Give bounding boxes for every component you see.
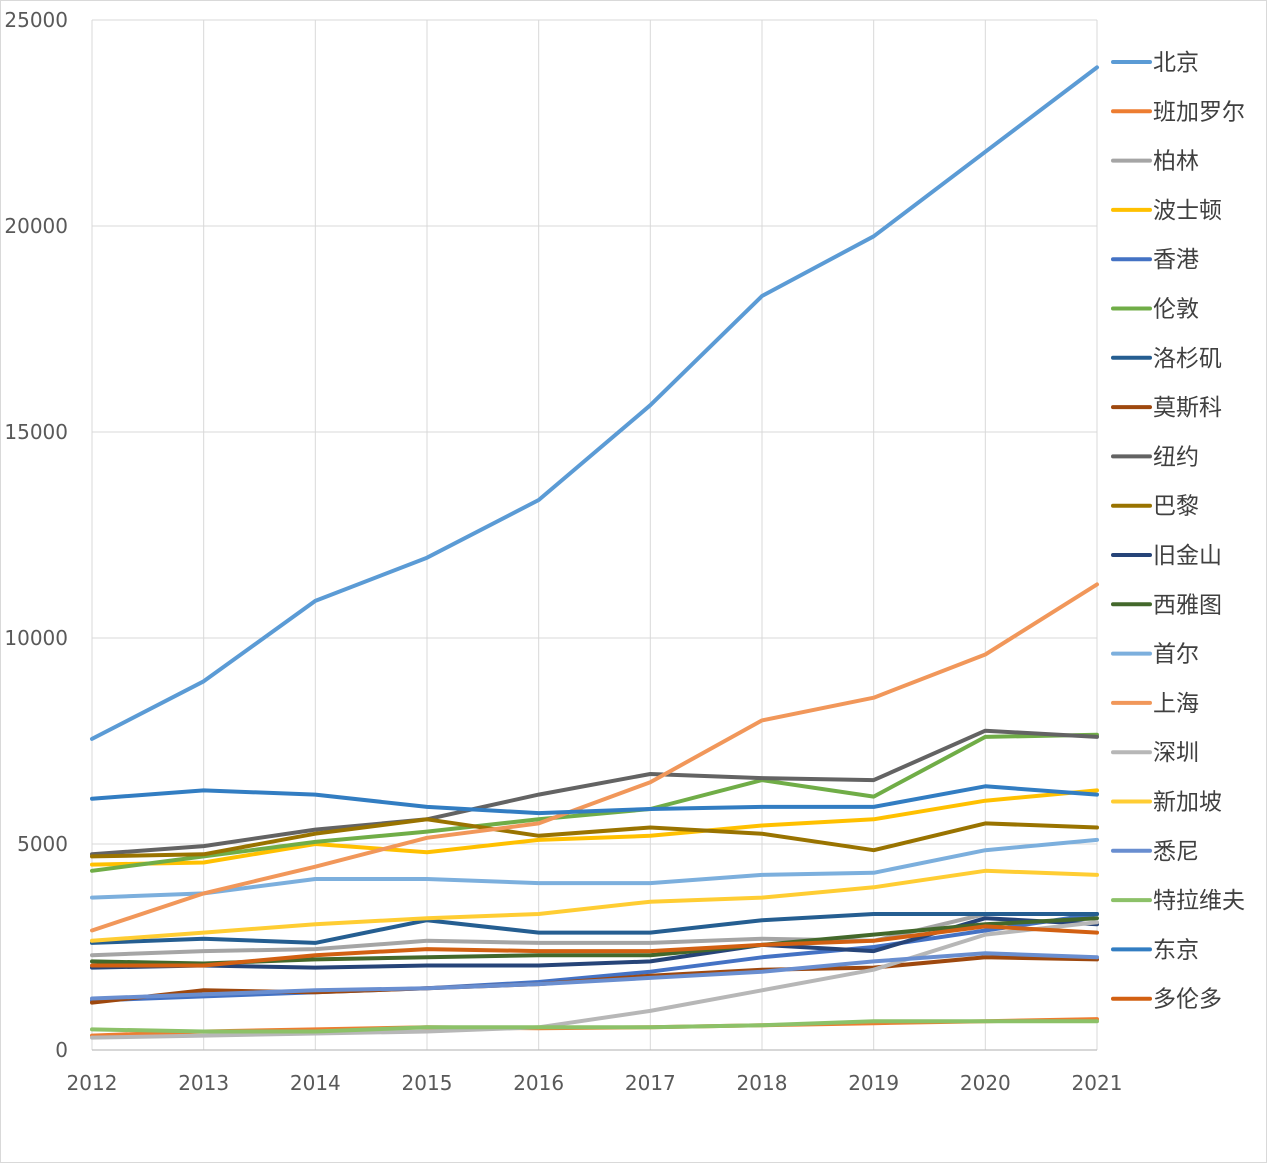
legend-item: 多伦多 <box>1111 987 1222 1013</box>
legend-label: 伦敦 <box>1153 297 1199 323</box>
series-line-17 <box>90 951 1099 1001</box>
legend-label: 新加坡 <box>1153 790 1222 816</box>
legend-label: 东京 <box>1153 937 1199 963</box>
x-tick-label: 2016 <box>513 1071 564 1095</box>
legend-label: 首尔 <box>1153 642 1199 668</box>
y-axis-ticks: 0 5000 10000 15000 20000 25000 <box>4 8 68 1062</box>
x-tick-label: 2013 <box>178 1071 229 1095</box>
legend-label: 香港 <box>1153 247 1199 273</box>
y-tick-label: 0 <box>55 1038 68 1062</box>
series-line-6 <box>90 732 1099 873</box>
series-line-4 <box>90 788 1099 867</box>
legend-label: 旧金山 <box>1153 543 1222 569</box>
series-line-14 <box>90 582 1099 933</box>
legend-label: 柏林 <box>1153 149 1199 175</box>
legend-item: 洛杉矶 <box>1111 346 1222 372</box>
x-tick-label: 2017 <box>625 1071 676 1095</box>
legend-label: 深圳 <box>1153 740 1199 766</box>
legend-item: 柏林 <box>1111 149 1199 175</box>
y-tick-label: 20000 <box>4 214 68 238</box>
x-tick-label: 2015 <box>402 1071 453 1095</box>
legend-item: 东京 <box>1111 937 1199 963</box>
x-tick-label: 2020 <box>960 1071 1011 1095</box>
grid-lines <box>91 19 1098 1051</box>
legend-label: 特拉维夫 <box>1153 888 1245 914</box>
legend-item: 首尔 <box>1111 642 1199 668</box>
series-line-20 <box>90 924 1099 968</box>
legend-label: 班加罗尔 <box>1153 99 1245 125</box>
legend: 北京班加罗尔柏林波士顿香港伦敦洛杉矶莫斯科纽约巴黎旧金山西雅图首尔上海深圳新加坡… <box>1111 50 1245 1013</box>
legend-item: 上海 <box>1111 691 1199 717</box>
y-tick-label: 10000 <box>4 626 68 650</box>
x-tick-label: 2019 <box>848 1071 899 1095</box>
series-line-7 <box>90 912 1099 945</box>
series-line-19 <box>90 784 1099 816</box>
legend-item: 北京 <box>1111 50 1199 76</box>
x-axis-ticks: 2012 2013 2014 2015 2016 2017 2018 2019 2020 2021 <box>67 1071 1123 1095</box>
legend-item: 香港 <box>1111 247 1199 273</box>
legend-label: 纽约 <box>1153 444 1199 470</box>
y-tick-label: 15000 <box>4 420 68 444</box>
x-tick-label: 2014 <box>290 1071 341 1095</box>
series-line-9 <box>90 728 1099 857</box>
legend-label: 多伦多 <box>1153 987 1222 1013</box>
x-tick-label: 2021 <box>1072 1071 1123 1095</box>
legend-item: 伦敦 <box>1111 297 1199 323</box>
legend-label: 莫斯科 <box>1153 395 1222 421</box>
legend-item: 莫斯科 <box>1111 395 1222 421</box>
legend-item: 新加坡 <box>1111 790 1222 816</box>
legend-label: 巴黎 <box>1153 494 1199 520</box>
series-line-1 <box>90 65 1099 741</box>
series-line-15 <box>90 920 1099 1040</box>
series-line-16 <box>90 868 1099 943</box>
y-tick-label: 25000 <box>4 8 68 32</box>
legend-label: 悉尼 <box>1153 839 1199 865</box>
legend-label: 上海 <box>1153 691 1199 717</box>
legend-item: 波士顿 <box>1111 198 1222 224</box>
x-tick-label: 2012 <box>67 1071 118 1095</box>
legend-item: 巴黎 <box>1111 494 1199 520</box>
legend-item: 特拉维夫 <box>1111 888 1245 914</box>
legend-item: 悉尼 <box>1111 839 1199 865</box>
x-tick-label: 2018 <box>737 1071 788 1095</box>
legend-item: 纽约 <box>1111 444 1199 470</box>
legend-item: 班加罗尔 <box>1111 99 1245 125</box>
legend-label: 西雅图 <box>1153 592 1222 618</box>
series-line-18 <box>90 1019 1099 1034</box>
legend-item: 深圳 <box>1111 740 1199 766</box>
legend-item: 旧金山 <box>1111 543 1222 569</box>
legend-label: 洛杉矶 <box>1153 346 1222 372</box>
series-line-3 <box>90 912 1099 958</box>
y-tick-label: 5000 <box>17 832 68 856</box>
legend-label: 北京 <box>1153 50 1199 76</box>
series-line-13 <box>90 837 1099 900</box>
series-lines <box>90 65 1099 1040</box>
series-line-10 <box>90 817 1099 859</box>
legend-item: 西雅图 <box>1111 592 1222 618</box>
legend-label: 波士顿 <box>1153 198 1222 224</box>
